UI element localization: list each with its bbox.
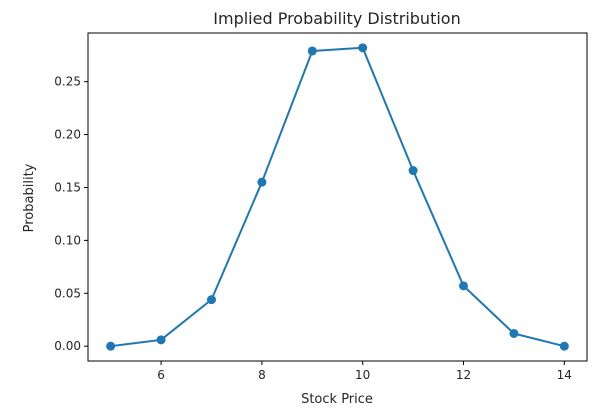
x-tick-label: 14 [557, 368, 572, 382]
y-axis-label: Probability [22, 163, 37, 232]
y-tick-label: 0.15 [54, 180, 81, 194]
x-axis-label: Stock Price [301, 392, 373, 407]
data-point [156, 335, 166, 345]
data-point [206, 295, 216, 305]
data-point [257, 177, 267, 187]
data-point [106, 341, 116, 351]
y-tick-label: 0.05 [54, 286, 81, 300]
plot-frame [87, 32, 588, 362]
series-line [110, 46, 565, 348]
x-tick-label: 8 [258, 368, 266, 382]
data-point [358, 43, 368, 53]
x-tick-label: 12 [456, 368, 471, 382]
y-tick-label: 0.20 [54, 128, 81, 142]
chart-title: Implied Probability Distribution [213, 9, 460, 28]
data-point [459, 281, 469, 291]
data-point [307, 46, 317, 56]
data-point [509, 328, 519, 338]
y-tick-label: 0.10 [54, 233, 81, 247]
x-tick-label: 6 [157, 368, 165, 382]
y-tick-label: 0.25 [54, 75, 81, 89]
plot-area: 6 8 10 12 14 0.00 0.05 0.10 0.15 0.20 0.25 [54, 32, 588, 382]
data-point [408, 166, 418, 176]
y-tick-label: 0.00 [54, 339, 81, 353]
data-point [559, 341, 569, 351]
x-tick-label: 10 [355, 368, 370, 382]
